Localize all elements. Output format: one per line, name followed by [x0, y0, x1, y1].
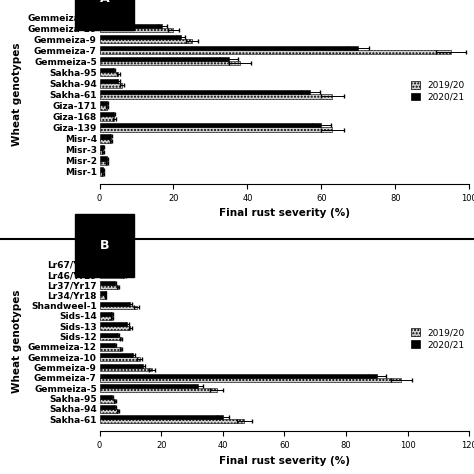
- Bar: [100, 378, 401, 382]
- Bar: [100, 333, 118, 337]
- Bar: [100, 128, 332, 132]
- Bar: [100, 28, 173, 32]
- Bar: [100, 388, 217, 392]
- Bar: [100, 409, 118, 413]
- Bar: [100, 13, 110, 17]
- Bar: [100, 101, 107, 105]
- Bar: [100, 150, 103, 154]
- Bar: [100, 295, 106, 299]
- Bar: [100, 105, 107, 109]
- Bar: [100, 419, 245, 423]
- Bar: [100, 94, 332, 99]
- X-axis label: Final rust severity (%): Final rust severity (%): [219, 208, 350, 218]
- Bar: [100, 316, 112, 320]
- Bar: [100, 347, 121, 351]
- Bar: [100, 405, 115, 409]
- Bar: [100, 123, 321, 128]
- Bar: [100, 90, 310, 94]
- Bar: [100, 306, 137, 310]
- Bar: [100, 357, 139, 361]
- Bar: [100, 17, 114, 21]
- Bar: [100, 337, 121, 340]
- Bar: [100, 50, 451, 55]
- Bar: [100, 322, 127, 326]
- Bar: [100, 61, 240, 65]
- Bar: [100, 156, 107, 161]
- Bar: [100, 161, 107, 165]
- Bar: [100, 167, 103, 172]
- Bar: [100, 395, 112, 399]
- Text: B: B: [100, 239, 109, 252]
- Bar: [100, 172, 103, 176]
- Bar: [100, 112, 114, 117]
- Bar: [100, 301, 130, 306]
- Bar: [100, 285, 118, 289]
- Y-axis label: Wheat genotypes: Wheat genotypes: [12, 290, 22, 393]
- Bar: [100, 68, 114, 72]
- Bar: [100, 415, 223, 419]
- X-axis label: Final rust severity (%): Final rust severity (%): [219, 456, 350, 465]
- Bar: [100, 364, 143, 367]
- Bar: [100, 79, 118, 83]
- Bar: [100, 39, 192, 43]
- Bar: [100, 281, 115, 285]
- Bar: [100, 46, 358, 50]
- Y-axis label: Wheat genotypes: Wheat genotypes: [12, 43, 22, 146]
- Text: A: A: [100, 0, 109, 5]
- Bar: [100, 72, 118, 76]
- Bar: [100, 260, 106, 264]
- Bar: [100, 312, 112, 316]
- Bar: [100, 138, 110, 143]
- Bar: [100, 24, 163, 28]
- Bar: [100, 57, 229, 61]
- Bar: [100, 274, 124, 278]
- Bar: [100, 399, 115, 402]
- Bar: [100, 35, 181, 39]
- Bar: [100, 271, 121, 274]
- Bar: [100, 374, 377, 378]
- Bar: [100, 367, 152, 372]
- Bar: [100, 146, 103, 150]
- Bar: [100, 291, 106, 295]
- Bar: [100, 83, 122, 88]
- Bar: [100, 326, 130, 330]
- Bar: [100, 343, 115, 347]
- Legend: 2019/20, 2020/21: 2019/20, 2020/21: [411, 328, 465, 349]
- Bar: [100, 117, 114, 121]
- Bar: [100, 264, 106, 268]
- Bar: [100, 353, 133, 357]
- Bar: [100, 384, 198, 388]
- Bar: [100, 134, 110, 138]
- Legend: 2019/20, 2020/21: 2019/20, 2020/21: [411, 81, 465, 101]
